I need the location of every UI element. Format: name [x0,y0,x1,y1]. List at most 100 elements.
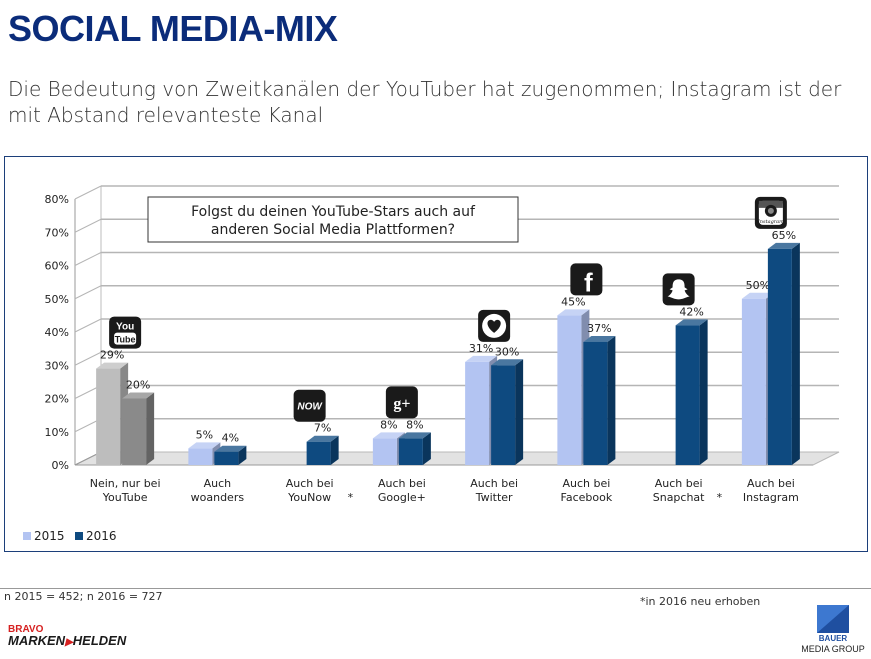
data-label-2015: 31% [469,342,493,355]
data-label-2015: 50% [746,279,770,292]
facebook-icon: f [570,263,603,297]
bar-2016-1 [214,445,247,465]
bar-2016-7-top [767,242,800,249]
gridline-diagonal [74,218,102,233]
bar-2016-6-top [675,319,708,326]
bar-2016-2-front [306,441,331,465]
page-title: SOCIAL MEDIA-MIX [8,8,338,49]
google-plus-icon: g+ [385,386,418,419]
bar-2016-2 [306,435,339,465]
bar-2016-0-top [122,392,155,399]
bar-2015-4-front [465,361,490,465]
x-category-label: YouTube [102,491,148,504]
y-tick-label: 20% [45,393,69,406]
google-plus-icon-text: g+ [393,395,410,412]
bar-2016-3-side [422,432,431,465]
twitter-icon-heart [487,319,501,333]
bar-2016-5-front [583,341,608,465]
y-tick-label: 80% [45,193,69,206]
bar-2015-3-top [372,432,405,439]
bar-2016-7-side [791,242,800,465]
legend-swatch-2016 [75,532,83,540]
data-label-2015: 45% [561,295,585,308]
bar-2015-0-top [96,362,129,369]
chart-frame: 0% 10% 20% 30% 40% 50% 60% 70% 80% 29% 20% Nein, nu… [4,156,868,552]
legend-label-2015: 2015 [34,529,65,543]
markenhelden-logo-text: MARKEN▶HELDEN [8,633,127,648]
page-subtitle: Die Bedeutung von Zweitkanälen der YouTu… [8,77,842,127]
footer-divider [0,588,871,589]
instagram-icon-text: Instagram [757,219,784,225]
instagram-icon-band [758,200,783,208]
legend-label-2016: 2016 [86,529,117,543]
x-category-label: Instagram [743,491,799,504]
bar-2016-6 [675,319,708,465]
bar-2015-0-front [96,368,121,465]
bar-2016-1-top [214,445,247,452]
google-plus-icon-bg [385,386,418,419]
bar-2016-4-side [515,359,524,465]
x-category-label: Snapchat [653,491,705,504]
bar-2016-7 [767,242,800,465]
data-label-2016: 8% [406,418,423,431]
data-label-2016: 7% [314,422,331,435]
bravo-logo-text: BRAVO [8,624,44,635]
bar-2016-4-front [491,365,516,465]
bar-2016-5-top [583,335,616,342]
instagram-icon-lens-inner [767,207,774,214]
bar-2016-6-side [699,319,708,465]
x-category-label: Auch bei [747,477,795,490]
bar-2016-0-side [146,392,155,465]
facebook-icon-glyph: f [584,267,593,297]
bar-2015-1-top [188,442,221,449]
bar-2016-0-front [122,398,147,465]
bar-2016-2-side [330,435,339,465]
data-label-2016: 42% [679,305,703,318]
bar-2016-0 [122,392,155,465]
youtube-icon-text: You [116,322,134,333]
bar-2016-2-top [306,435,339,442]
y-tick-label: 10% [45,426,69,439]
bar-2016-5-side [607,335,616,465]
data-label-2016: 20% [126,379,150,392]
asterisk-mark: * [717,491,723,504]
x-category-label: Auch bei [286,477,334,490]
bar-2016-3-front [398,438,423,465]
x-category-label: Facebook [561,491,613,504]
instagram-icon: Instagram [754,196,787,229]
data-label-2016: 37% [587,322,611,335]
bar-2015-5-front [557,315,582,465]
data-label-2016: 65% [772,229,796,242]
x-category-label: Auch bei [562,477,610,490]
bar-2015-3-front [372,438,397,465]
bauer-logo-text: BAUER [819,634,848,643]
data-label-2015: 29% [100,349,124,362]
facebook-icon-bg [570,263,603,296]
bar-2015-4-top [465,355,498,362]
youtube-icon-box [114,332,137,345]
x-category-label: Auch [204,477,232,490]
bar-chart: 0% 10% 20% 30% 40% 50% 60% 70% 80% 29% 20% Nein, nu… [23,185,840,543]
x-category-label: Google+ [378,491,426,504]
bar-2016-3 [398,432,431,465]
x-category-label: Auch bei [655,477,703,490]
y-tick-label: 30% [45,359,69,372]
bar-2015-7-front [741,298,766,465]
youtube-icon: You Tube [109,316,142,349]
y-tick-label: 50% [45,293,69,306]
data-label-2015: 5% [196,428,213,441]
bauer-media-group-logo: BAUER [817,605,849,643]
question-text-line1: Folgst du deinen YouTube-Stars auch auf [191,204,476,220]
y-tick-label: 70% [45,226,69,239]
x-category-label: YouNow [287,491,331,504]
gridline-diagonal [74,285,102,300]
twitter-icon [478,309,511,342]
younow-icon-text: NOW [297,402,323,413]
bar-2015-1-front [188,448,213,465]
data-label-2016: 30% [495,345,519,358]
new-survey-note: *in 2016 neu erhoben [640,595,761,608]
bar-2016-3-top [398,432,431,439]
x-category-label: Auch bei [378,477,426,490]
gridline-diagonal [74,351,102,366]
x-category-label: Auch bei [470,477,518,490]
